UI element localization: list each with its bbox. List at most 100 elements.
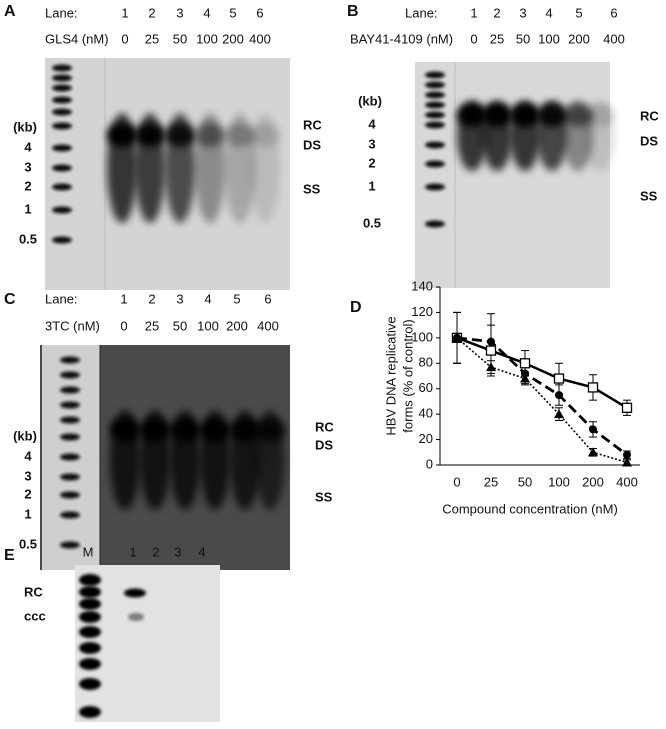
band (195, 123, 225, 147)
size-marker: 2 (24, 486, 31, 501)
panel-letter: C (4, 291, 16, 308)
ladder-band (60, 541, 80, 549)
size-unit: (kb) (13, 119, 37, 134)
y-tick-label: 80 (419, 355, 433, 370)
size-marker: 2 (368, 155, 375, 170)
concentration: 25 (490, 31, 504, 46)
band (200, 418, 230, 442)
concentration: 200 (226, 318, 248, 333)
ladder-band (60, 491, 80, 499)
lane-number: 6 (264, 291, 271, 306)
lane-number: 5 (575, 5, 582, 20)
lane-number: 4 (204, 291, 211, 306)
ladder-band (52, 122, 72, 130)
y-tick-label: 20 (419, 431, 433, 446)
concentration: 200 (568, 31, 590, 46)
ladder-band (60, 453, 80, 461)
panel-letter: D (350, 299, 362, 316)
size-marker: 0.5 (19, 231, 37, 246)
concentration: 50 (173, 31, 187, 46)
band (135, 123, 165, 147)
ladder-band (52, 64, 72, 72)
lane-number: 4 (545, 5, 552, 20)
band (165, 123, 195, 147)
marker-triangle (452, 332, 462, 342)
marker-square (587, 382, 599, 393)
size-marker: 1 (24, 506, 31, 521)
ladder-band (60, 433, 80, 441)
marker-square (621, 402, 633, 413)
ladder-band (79, 706, 101, 718)
lane-number: 1 (470, 5, 477, 20)
x-tick-label: 0 (453, 474, 460, 489)
ladder-band (52, 74, 72, 82)
ladder-band (425, 101, 445, 109)
dna-form: SS (640, 188, 658, 203)
band (107, 123, 137, 147)
x-tick-label: 100 (548, 474, 570, 489)
band (124, 588, 146, 598)
ladder-band (52, 236, 72, 244)
lane-number: 3 (519, 5, 526, 20)
y-tick-label: 60 (419, 380, 433, 395)
dna-form: DS (303, 137, 321, 152)
lane-number: 3 (176, 5, 183, 20)
marker-square (519, 358, 531, 369)
lane-label: 3 (174, 544, 181, 559)
marker-square (485, 345, 497, 356)
dna-form: RC (315, 419, 334, 434)
compound-label: GLS4 (nM) (45, 31, 109, 46)
ladder-band (425, 141, 445, 149)
concentration: 0 (470, 31, 477, 46)
concentration: 400 (249, 31, 271, 46)
size-marker: 3 (368, 136, 375, 151)
ladder-band (425, 220, 445, 228)
concentration: 50 (173, 318, 187, 333)
ladder-band (79, 642, 101, 654)
size-unit: (kb) (358, 93, 382, 108)
dna-form: RC (640, 108, 659, 123)
lane-label: 2 (152, 544, 159, 559)
band (482, 103, 512, 127)
size-marker: 4 (24, 139, 32, 154)
panel-letter: E (4, 547, 15, 564)
ladder-band (79, 626, 101, 638)
concentration: 200 (222, 31, 244, 46)
band (255, 418, 285, 442)
ladder-band (425, 71, 445, 79)
marker-circle (555, 391, 563, 400)
size-marker: 1 (24, 201, 31, 216)
lane-number: 3 (176, 291, 183, 306)
lane-number: 1 (120, 291, 127, 306)
lane-number: 5 (233, 291, 240, 306)
ladder-band (425, 81, 445, 89)
lane-number: 2 (493, 5, 500, 20)
band (128, 613, 144, 621)
band (230, 418, 260, 442)
size-marker: 3 (24, 468, 31, 483)
lane-number: 1 (121, 5, 128, 20)
concentration: 100 (538, 31, 560, 46)
marker-triangle (486, 362, 496, 372)
marker-triangle (554, 409, 564, 419)
ladder-band (52, 96, 72, 104)
marker-circle (487, 337, 495, 346)
ladder-band (79, 598, 101, 610)
x-tick-label: 25 (484, 474, 498, 489)
lane-label: Lane: (45, 5, 78, 20)
marker-triangle (622, 457, 632, 467)
size-marker: 2 (24, 178, 31, 193)
x-axis-title: Compound concentration (nM) (442, 501, 618, 516)
dna-form: DS (315, 437, 333, 452)
marker-circle (623, 450, 631, 459)
gel-image (415, 62, 610, 288)
band (250, 123, 280, 147)
ladder-band (60, 401, 80, 409)
ladder-band (425, 160, 445, 168)
series-line (456, 337, 628, 464)
ladder-band (425, 183, 445, 191)
ladder-band (79, 658, 101, 670)
ladder-band (425, 91, 445, 99)
ladder-band (52, 164, 72, 172)
concentration: 100 (196, 31, 218, 46)
